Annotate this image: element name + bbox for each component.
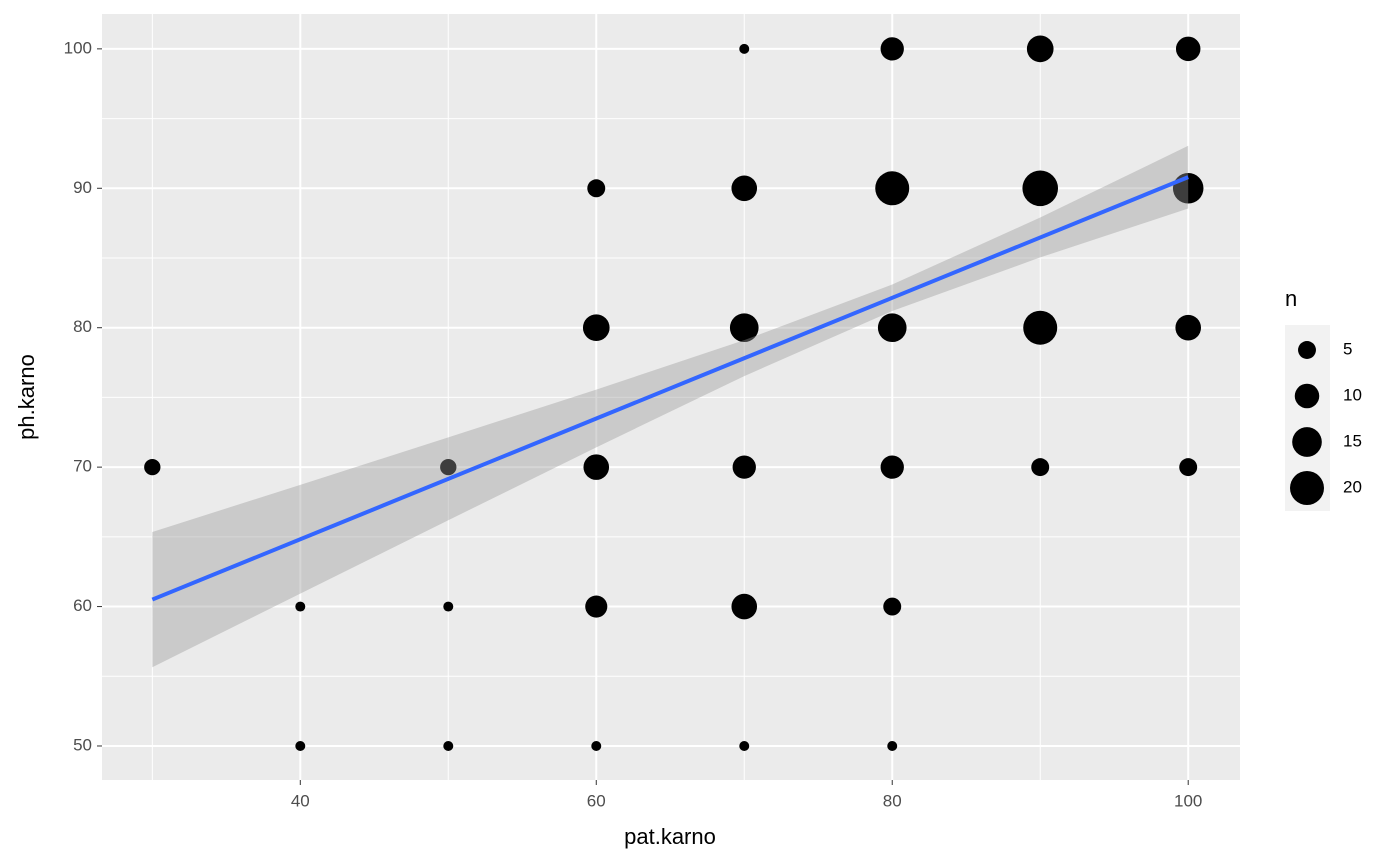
y-tick-label: 90 (73, 178, 92, 197)
point (443, 740, 454, 751)
point (1175, 36, 1201, 62)
point (440, 458, 457, 476)
y-tick-label: 100 (64, 38, 92, 57)
legend-title: n (1285, 286, 1297, 311)
x-axis-title: pat.karno (624, 824, 716, 849)
point (732, 455, 756, 479)
y-tick-label: 70 (73, 457, 92, 476)
point (880, 455, 904, 479)
legend-key (1290, 471, 1324, 505)
point (582, 314, 610, 342)
y-tick-label: 50 (73, 735, 92, 754)
point (295, 601, 306, 612)
x-tick-label: 80 (883, 791, 902, 810)
legend-label: 5 (1343, 339, 1352, 358)
point (731, 593, 758, 620)
point (443, 601, 454, 612)
point (883, 597, 902, 616)
point (295, 740, 306, 751)
legend-key (1298, 341, 1316, 359)
point (739, 740, 750, 751)
point (739, 43, 750, 54)
point (887, 740, 898, 751)
point (1023, 310, 1058, 345)
legend-key (1292, 427, 1322, 457)
point (875, 171, 910, 206)
point (1026, 35, 1054, 63)
point (1031, 458, 1050, 477)
point (1179, 458, 1198, 477)
y-tick-label: 60 (73, 596, 92, 615)
y-axis-title: ph.karno (14, 354, 39, 440)
legend-label: 20 (1343, 477, 1362, 496)
point (729, 313, 759, 343)
x-tick-label: 100 (1174, 791, 1202, 810)
point (880, 37, 904, 61)
point (585, 595, 608, 618)
point (1022, 170, 1059, 207)
fit-line (151, 175, 1189, 602)
point (877, 313, 907, 343)
legend-key (1294, 383, 1320, 409)
point (144, 458, 161, 476)
point (1175, 314, 1202, 341)
x-tick-label: 40 (291, 791, 310, 810)
legend-label: 15 (1343, 431, 1362, 450)
point (731, 175, 758, 202)
x-tick-label: 60 (587, 791, 606, 810)
legend-label: 10 (1343, 385, 1362, 404)
confidence-band (152, 145, 1189, 668)
y-tick-label: 80 (73, 317, 92, 336)
point (583, 454, 610, 480)
point (591, 740, 602, 751)
point (587, 179, 606, 198)
